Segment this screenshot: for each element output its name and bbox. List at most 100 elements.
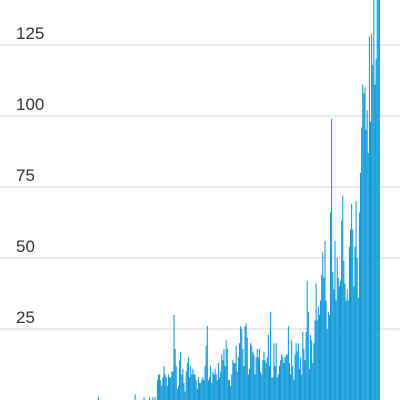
bar bbox=[295, 343, 297, 400]
bar bbox=[371, 33, 373, 400]
bar bbox=[276, 377, 278, 400]
bar bbox=[152, 397, 154, 400]
bar bbox=[174, 348, 176, 400]
bar bbox=[355, 201, 357, 400]
bar bbox=[195, 380, 197, 400]
bar bbox=[317, 306, 319, 400]
bar bbox=[376, 0, 378, 400]
bar bbox=[211, 382, 213, 400]
bar bbox=[284, 357, 286, 400]
y-tick-label: 50 bbox=[16, 237, 35, 256]
bar bbox=[282, 357, 284, 400]
bar bbox=[316, 320, 318, 400]
bar bbox=[351, 204, 353, 400]
bar bbox=[149, 397, 151, 400]
bar bbox=[251, 346, 253, 400]
bar bbox=[353, 286, 355, 400]
bar bbox=[321, 275, 323, 400]
bar bbox=[297, 343, 299, 400]
bar bbox=[285, 354, 287, 400]
bar bbox=[231, 374, 233, 400]
bar bbox=[292, 365, 294, 400]
bar bbox=[234, 363, 236, 400]
bar bbox=[363, 93, 365, 400]
bar bbox=[347, 300, 349, 400]
y-tick-label: 75 bbox=[16, 166, 35, 185]
bar bbox=[263, 351, 265, 400]
bar bbox=[308, 368, 310, 400]
bar bbox=[98, 397, 100, 400]
bar bbox=[196, 388, 198, 400]
bar bbox=[318, 314, 320, 400]
bar bbox=[368, 36, 370, 400]
bar bbox=[164, 374, 166, 400]
bar bbox=[310, 334, 312, 400]
bar bbox=[272, 377, 274, 400]
bar bbox=[336, 258, 338, 400]
bar bbox=[200, 382, 202, 400]
bar bbox=[378, 0, 380, 400]
bar bbox=[213, 374, 215, 400]
bar bbox=[194, 374, 196, 400]
bar bbox=[253, 354, 255, 400]
bar bbox=[247, 374, 249, 400]
bar bbox=[157, 374, 159, 400]
bar bbox=[301, 374, 303, 400]
bar bbox=[375, 59, 377, 400]
bar bbox=[340, 280, 342, 400]
bar bbox=[373, 0, 375, 400]
bar bbox=[348, 246, 350, 400]
bar bbox=[262, 360, 264, 400]
bar bbox=[167, 374, 169, 400]
bar bbox=[246, 337, 248, 400]
bar bbox=[328, 314, 330, 400]
bar bbox=[307, 311, 309, 400]
bar bbox=[372, 64, 374, 400]
bar bbox=[210, 365, 212, 400]
bar bbox=[346, 289, 348, 400]
bar bbox=[223, 348, 225, 400]
bar bbox=[250, 343, 252, 400]
bar bbox=[225, 340, 227, 400]
bar bbox=[311, 340, 313, 400]
bar bbox=[233, 363, 235, 400]
bar bbox=[344, 283, 346, 400]
bar bbox=[220, 371, 222, 400]
bar bbox=[177, 385, 179, 400]
bar bbox=[354, 246, 356, 400]
bar bbox=[281, 354, 283, 400]
bar bbox=[187, 357, 189, 400]
bar bbox=[261, 374, 263, 400]
bar bbox=[320, 300, 322, 400]
bar bbox=[206, 326, 208, 400]
bar bbox=[245, 323, 247, 400]
bar bbox=[197, 377, 199, 400]
bar bbox=[163, 365, 165, 400]
bar bbox=[201, 380, 203, 400]
bar bbox=[143, 397, 145, 400]
bar bbox=[264, 360, 266, 400]
bar bbox=[313, 343, 315, 400]
y-tick-label: 125 bbox=[16, 24, 44, 43]
bar bbox=[332, 272, 334, 400]
y-tick-label: 25 bbox=[16, 308, 35, 327]
bar bbox=[268, 365, 270, 400]
bar bbox=[189, 377, 191, 400]
bar bbox=[267, 334, 269, 400]
bar bbox=[252, 351, 254, 400]
bar bbox=[203, 380, 205, 400]
bar bbox=[193, 374, 195, 400]
bar bbox=[180, 351, 182, 400]
bar bbox=[278, 365, 280, 400]
bar bbox=[350, 229, 352, 400]
bar bbox=[205, 346, 207, 400]
bar bbox=[199, 382, 201, 400]
bar bbox=[191, 374, 193, 400]
bar bbox=[367, 152, 369, 400]
bar bbox=[358, 212, 360, 400]
bar bbox=[287, 326, 289, 400]
bar bbox=[277, 374, 279, 400]
bar bbox=[173, 314, 175, 400]
bar bbox=[293, 380, 295, 400]
bar bbox=[334, 240, 336, 400]
